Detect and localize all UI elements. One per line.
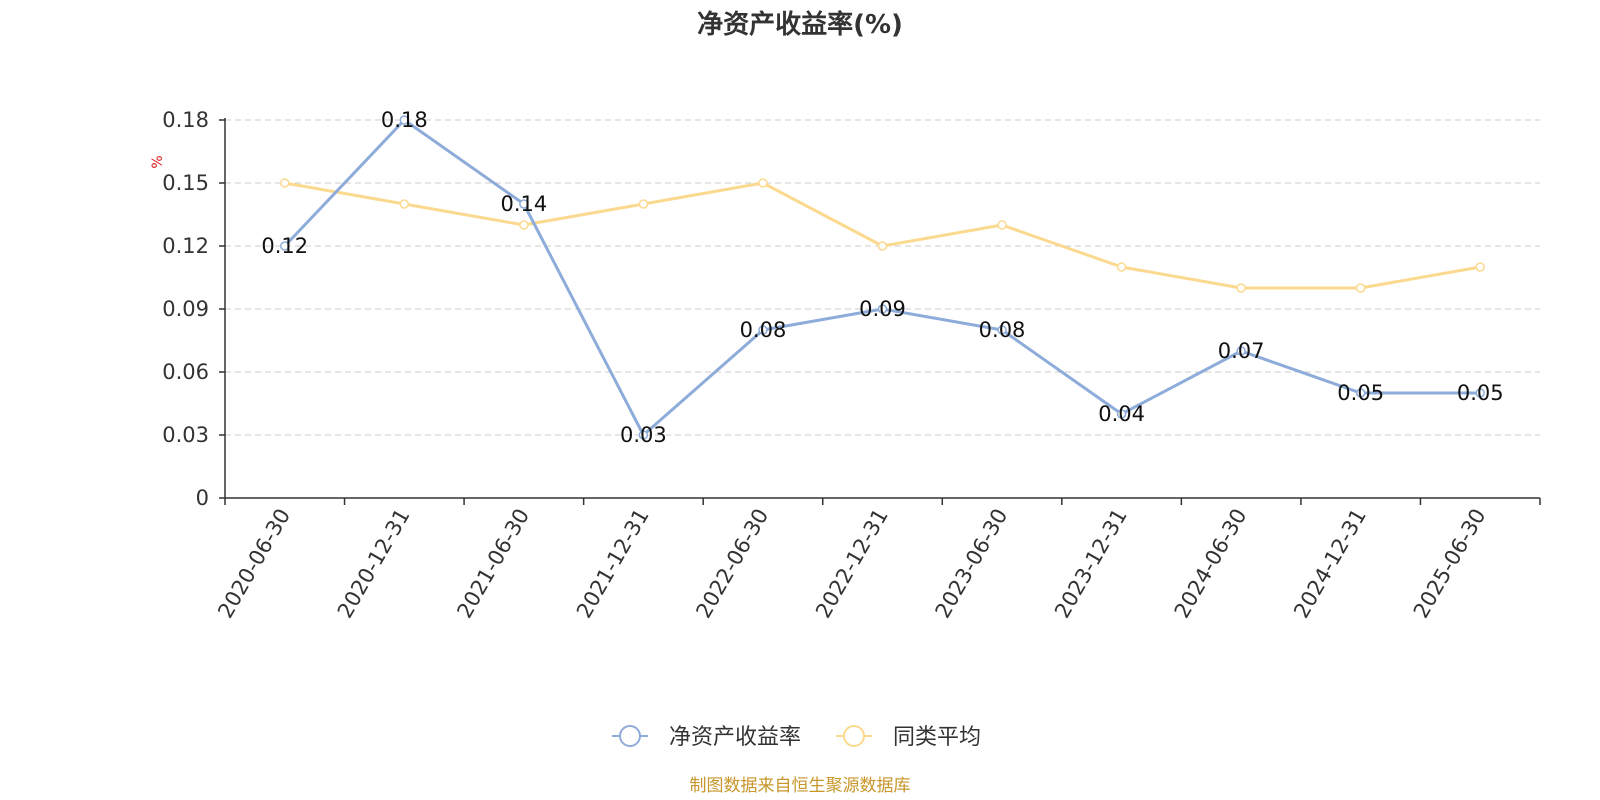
legend-label-peer-average: 同类平均 xyxy=(893,725,981,750)
peer-average-data-point xyxy=(1355,283,1366,293)
legend-item-peer-average[interactable]: 同类平均 xyxy=(836,725,981,750)
peer-average-data-point xyxy=(877,241,888,251)
y-tick-label: 0.15 xyxy=(162,171,209,195)
x-tick-label: 2024-06-30 xyxy=(1170,505,1252,623)
roe-data-label: 0.18 xyxy=(381,108,428,132)
x-tick-label: 2023-06-30 xyxy=(931,504,1013,622)
peer-average-data-point xyxy=(1236,283,1246,293)
roe-series-line xyxy=(283,118,1481,437)
roe-data-point xyxy=(1116,409,1127,419)
x-tick-label: 2022-06-30 xyxy=(691,505,773,623)
roe-data-point xyxy=(519,199,529,209)
x-tick-label: 2020-12-31 xyxy=(333,505,415,623)
peer-average-data-point xyxy=(519,220,529,230)
series-lines xyxy=(280,115,1485,440)
x-tick-label: 2021-06-30 xyxy=(452,505,534,623)
roe-data-point xyxy=(399,115,410,125)
peer-average-data-point xyxy=(997,220,1007,230)
roe-data-point xyxy=(280,241,290,251)
x-tick-label: 2024-12-31 xyxy=(1289,505,1371,623)
y-tick-label: 0.03 xyxy=(162,423,209,447)
legend[interactable]: 净资产收益率 同类平均 xyxy=(612,725,981,750)
roe-data-point xyxy=(1355,388,1366,398)
x-tick-label: 2021-12-31 xyxy=(572,505,654,623)
y-tick-label: 0.06 xyxy=(162,360,209,384)
peer-average-data-point xyxy=(638,199,649,209)
y-axis-unit: % xyxy=(150,155,166,168)
axes: 0 0.03 0.06 0.09 0.12 0.15 0.18 2020-06-30 2020-… xyxy=(162,108,1541,623)
roe-data-point xyxy=(877,304,888,314)
y-tick-label: 0.12 xyxy=(162,234,209,258)
legend-item-roe[interactable]: 净资产收益率 xyxy=(612,725,801,750)
roe-data-label: 0.07 xyxy=(1218,339,1265,363)
roe-data-point xyxy=(1475,388,1485,398)
roe-data-label: 0.03 xyxy=(620,423,667,447)
x-tick-label: 2022-12-31 xyxy=(811,505,893,623)
peer-average-data-point xyxy=(280,178,290,188)
y-tick-label: 0 xyxy=(196,486,209,510)
roe-data-point xyxy=(997,325,1007,335)
x-tick-label: 2023-12-31 xyxy=(1050,505,1132,623)
legend-circle-icon xyxy=(619,725,641,747)
roe-data-point xyxy=(758,325,768,335)
data-source-note: 制图数据来自恒生聚源数据库 xyxy=(690,776,911,796)
x-tick-label: 2025-06-30 xyxy=(1409,505,1491,623)
chart-title: 净资产收益率(%) xyxy=(697,9,903,40)
legend-label-roe: 净资产收益率 xyxy=(669,725,801,750)
peer-average-data-point xyxy=(1475,262,1485,272)
roe-data-label: 0.05 xyxy=(1457,381,1504,405)
y-tick-label: 0.18 xyxy=(162,108,209,132)
roe-data-label: 0.12 xyxy=(261,234,308,258)
roe-data-label: 0.14 xyxy=(500,192,547,216)
roe-data-point xyxy=(638,430,649,440)
roe-data-label: 0.04 xyxy=(1098,402,1145,426)
peer-average-data-point xyxy=(399,199,410,209)
roe-data-label: 0.09 xyxy=(859,297,906,321)
roe-data-label: 0.08 xyxy=(740,318,787,342)
grid-lines xyxy=(225,119,1540,436)
peer-average-data-point xyxy=(758,178,768,188)
roe-data-label: 0.05 xyxy=(1337,381,1384,405)
data-labels: 0.12 0.18 0.14 0.03 0.08 0.09 0.08 0.04 0.07 0.05… xyxy=(261,108,1503,447)
peer-average-series-line xyxy=(284,181,1481,290)
legend-circle-icon xyxy=(843,725,865,747)
peer-average-data-point xyxy=(1116,262,1127,272)
roe-data-point xyxy=(1236,346,1246,356)
y-tick-label: 0.09 xyxy=(162,297,209,321)
x-tick-label: 2020-06-30 xyxy=(213,505,295,623)
roe-data-label: 0.08 xyxy=(979,318,1026,342)
